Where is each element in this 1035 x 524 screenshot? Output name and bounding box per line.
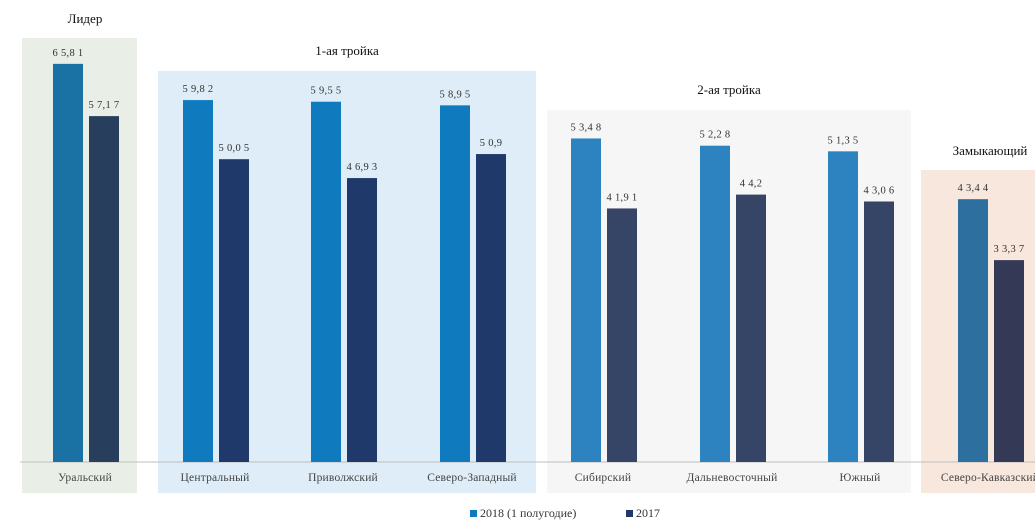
legend-swatch-2017: [626, 510, 633, 517]
value-label-2018: 5 8,9 5: [440, 89, 471, 100]
group-title: Замыкающий: [953, 143, 1028, 158]
bar-2017: [347, 178, 377, 463]
legend-swatch-2018: [470, 510, 477, 517]
bar-2018: [571, 138, 601, 463]
bar-2017: [219, 159, 249, 462]
group-title: 1-ая тройка: [315, 43, 379, 58]
value-label-2017: 4 1,9 1: [607, 192, 638, 203]
category-label: Сибирский: [575, 472, 631, 484]
value-label-2017: 4 4,2: [740, 179, 763, 190]
legend: 2018 (1 полугодие) 2017: [470, 506, 660, 520]
value-label-2017: 4 6,9 3: [347, 162, 378, 173]
bars: [53, 63, 1024, 463]
bar-2017: [89, 116, 119, 463]
value-label-2017: 3 3,3 7: [994, 244, 1025, 255]
bar-2018: [311, 101, 341, 462]
category-label: Северо-Кавказский: [941, 472, 1035, 484]
bar-2017: [994, 260, 1024, 462]
category-label: Приволжский: [308, 472, 378, 484]
category-label: Уральский: [58, 472, 112, 484]
bar-2018: [700, 145, 730, 462]
legend-label-2017: 2017: [636, 506, 660, 520]
value-label-2018: 5 2,2 8: [700, 130, 731, 141]
category-label: Центральный: [181, 472, 250, 484]
bar-2018: [958, 199, 988, 463]
value-label-2018: 4 3,4 4: [958, 183, 989, 194]
bar-2017: [736, 194, 766, 462]
value-label-2017: 4 3,0 6: [864, 185, 895, 196]
category-label: Южный: [840, 472, 881, 484]
category-label: Дальневосточный: [687, 472, 778, 484]
value-label-2017: 5 7,1 7: [89, 100, 120, 111]
bar-2017: [476, 154, 506, 462]
legend-label-2018: 2018 (1 полугодие): [480, 506, 576, 520]
bar-2017: [864, 201, 894, 462]
value-label-2017: 5 0,9: [480, 138, 503, 149]
value-label-2018: 6 5,8 1: [53, 48, 84, 59]
value-label-2018: 5 9,5 5: [311, 86, 342, 97]
bar-2017: [607, 208, 637, 462]
category-label: Северо-Западный: [427, 472, 517, 484]
bar-2018: [183, 100, 213, 463]
labels: Лидер 1-ая тройка 2-ая тройка Замыкающий 6 5…: [53, 11, 1035, 484]
value-label-2018: 5 1,3 5: [828, 135, 859, 146]
group-title: 2-ая тройка: [697, 82, 761, 97]
bar-2018: [828, 151, 858, 462]
value-label-2018: 5 9,8 2: [183, 84, 214, 95]
bar-2018: [53, 63, 83, 463]
value-label-2017: 5 0,0 5: [219, 143, 250, 154]
group-title: Лидер: [68, 11, 103, 26]
value-label-2018: 5 3,4 8: [571, 122, 602, 133]
bar-2018: [440, 105, 470, 462]
